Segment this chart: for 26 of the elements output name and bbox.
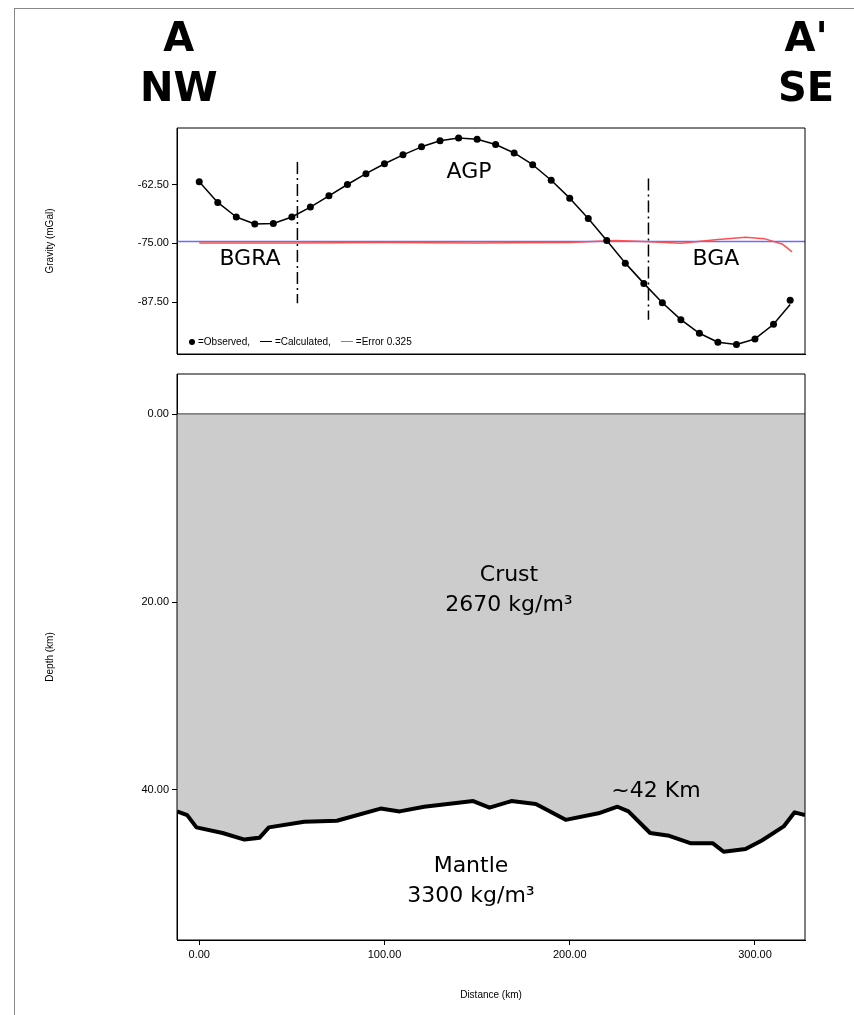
text: A' — [784, 13, 828, 62]
text: NW — [140, 63, 218, 112]
text: A — [163, 13, 195, 62]
legend-label: =Calculated, — [274, 336, 331, 347]
x-axis-title: Distance (km) — [460, 988, 522, 1000]
annotation: BGRA — [219, 244, 281, 272]
x-tick-label: 200.00 — [552, 947, 587, 960]
y-tick-label: -87.50 — [137, 295, 169, 308]
annotation: BGA — [692, 244, 740, 272]
y-tick-label: -62.50 — [137, 177, 169, 190]
y-tick-label: 40.00 — [141, 782, 169, 795]
annotation: AGP — [446, 157, 492, 185]
legend-label: =Observed, — [198, 336, 250, 347]
legend-label: =Error 0.325 — [355, 336, 412, 347]
y-tick-label: 20.00 — [141, 595, 169, 608]
y-axis-title: Depth (km) — [43, 632, 55, 682]
y-tick-label: -75.00 — [137, 236, 169, 249]
x-tick-label: 0.00 — [188, 947, 210, 960]
annotation: Crust 2670 kg/m³ — [445, 560, 573, 618]
annotation: Mantle 3300 kg/m³ — [407, 851, 535, 909]
text: SE — [778, 63, 835, 112]
annotation: ~42 Km — [611, 776, 701, 804]
x-tick-label: 300.00 — [738, 947, 772, 960]
y-tick-label: 0.00 — [147, 407, 169, 420]
x-tick-label: 100.00 — [367, 947, 402, 960]
y-axis-title: Gravity (mGal) — [43, 208, 55, 274]
